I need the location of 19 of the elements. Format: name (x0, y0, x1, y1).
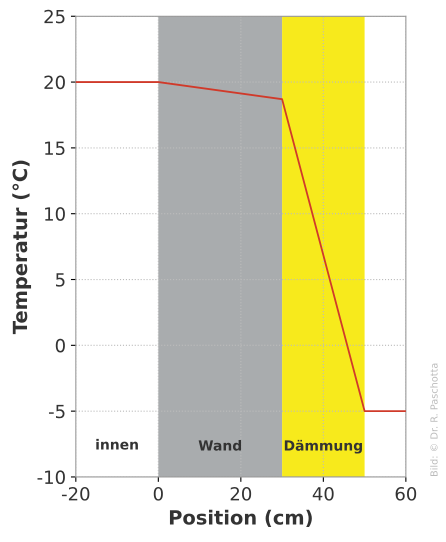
y-tick-label: 10 (45, 207, 65, 221)
x-tick-label: -20 (62, 487, 90, 501)
band-label: Dämmung (284, 440, 362, 454)
y-tick-label: -10 (37, 470, 65, 484)
y-tick-label: 20 (44, 76, 65, 90)
x-tick-label: 0 (154, 487, 163, 501)
y-tick-label: 0 (56, 338, 65, 352)
y-tick-label: -5 (48, 404, 65, 418)
y-tick-label: 25 (44, 10, 65, 24)
y-axis-title: Temperatur (°C) (12, 160, 32, 334)
x-axis-title: Position (cm) (170, 510, 312, 528)
band-label: Wand (198, 440, 242, 451)
x-tick-label: 20 (230, 487, 252, 501)
text: Bild: © Dr. R. Paschotta (430, 364, 438, 476)
x-tick-label: 40 (312, 487, 334, 501)
y-tick-label: 5 (56, 273, 65, 287)
y-tick-label: 15 (45, 142, 65, 156)
annotation: innen (96, 438, 138, 450)
x-tick-label: 60 (396, 487, 416, 501)
